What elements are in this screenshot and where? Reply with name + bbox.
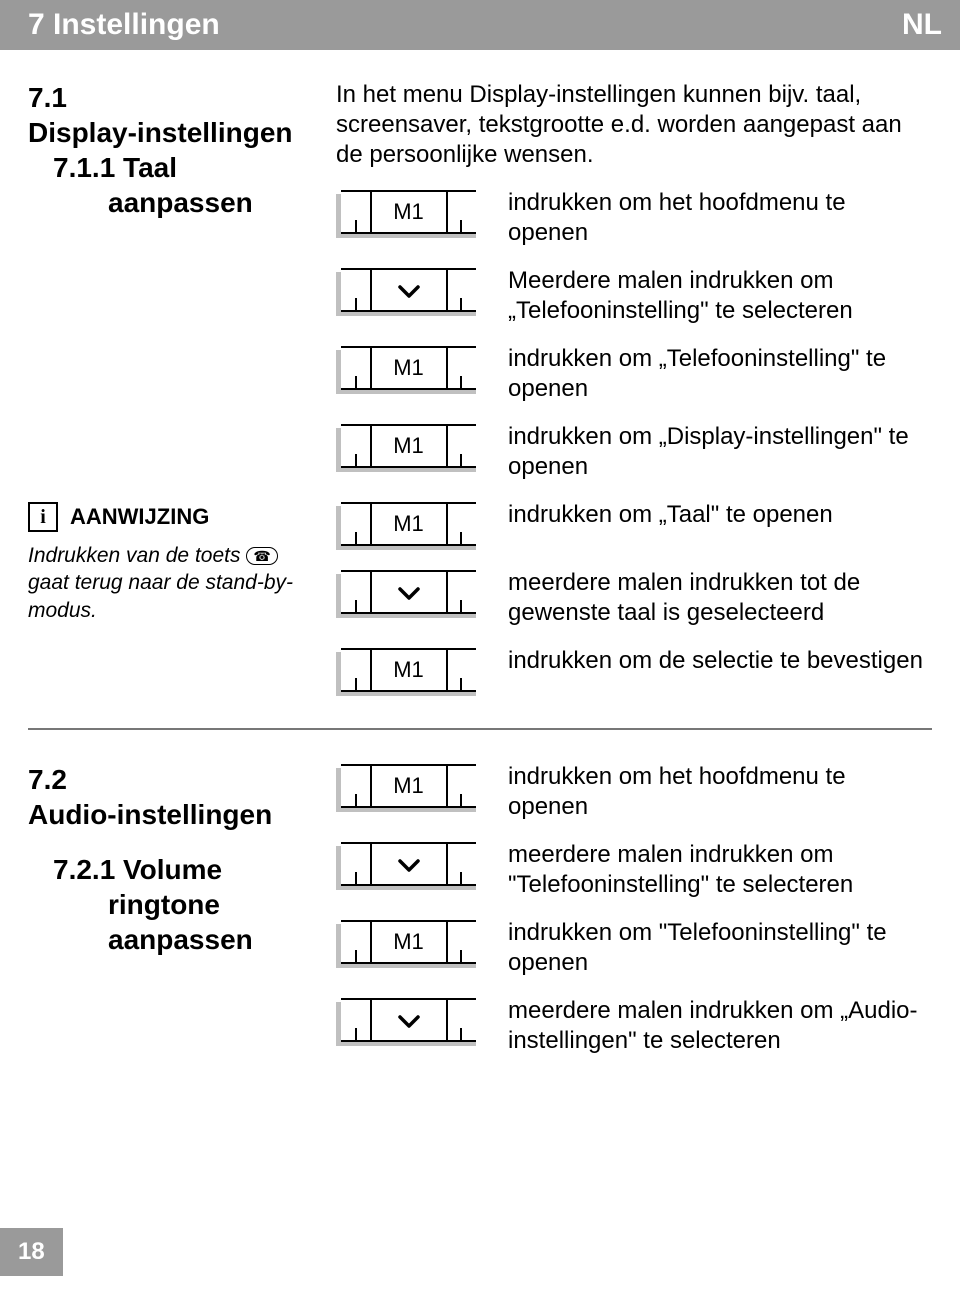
step-row: M1 indrukken om „Display-instellingen" t… bbox=[336, 422, 932, 482]
step-row: M1 indrukken om het hoofdmenu te openen bbox=[336, 188, 932, 248]
heading-7-2-title: Audio-instellingen bbox=[28, 797, 318, 832]
chevron-down-icon bbox=[398, 277, 420, 303]
section-divider bbox=[28, 728, 932, 730]
key-m1: M1 bbox=[336, 424, 476, 472]
section-7-2: 7.2 Audio-instellingen 7.2.1 Volume ring… bbox=[0, 744, 960, 1074]
key-down bbox=[336, 268, 476, 316]
heading-7-1-1-word: aanpassen bbox=[28, 185, 318, 220]
aanwijzing-label: AANWIJZING bbox=[70, 504, 209, 530]
heading-7-2-1: 7.2.1 Volume bbox=[28, 852, 318, 887]
right-column-72: M1 indrukken om het hoofdmenu te openen … bbox=[336, 762, 932, 1074]
step-row: meerdere malen indrukken om „Audio-inste… bbox=[336, 996, 932, 1056]
step-text: indrukken om „Display-instellingen" te o… bbox=[508, 422, 932, 482]
step-row: Meerdere malen indrukken om „Telefoonins… bbox=[336, 266, 932, 326]
step-text: indrukken om „Telefooninstelling" te ope… bbox=[508, 344, 932, 404]
aanwijzing-text: Indrukken van de toets ☎ gaat terug naar… bbox=[28, 542, 318, 624]
key-down bbox=[336, 570, 476, 618]
page-number: 18 bbox=[0, 1228, 63, 1276]
key-m1: M1 bbox=[336, 190, 476, 238]
step-text: meerdere malen indrukken tot de gewenste… bbox=[508, 568, 932, 628]
phone-hangup-icon: ☎ bbox=[246, 547, 277, 565]
heading-7-2-1-w1: ringtone bbox=[28, 887, 318, 922]
step-row: M1 indrukken om het hoofdmenu te openen bbox=[336, 762, 932, 822]
step-text: indrukken om het hoofdmenu te openen bbox=[508, 762, 932, 822]
key-down bbox=[336, 842, 476, 890]
step-text: indrukken om „Taal" te openen bbox=[508, 500, 932, 530]
step-text: Meerdere malen indrukken om „Telefoonins… bbox=[508, 266, 932, 326]
step-text: meerdere malen indrukken om „Audio-inste… bbox=[508, 996, 932, 1056]
heading-7-2-num: 7.2 bbox=[28, 762, 318, 797]
left-column-72: 7.2 Audio-instellingen 7.2.1 Volume ring… bbox=[28, 762, 318, 1074]
aanwijzing-block: i AANWIJZING Indrukken van de toets ☎ ga… bbox=[28, 502, 318, 624]
key-m1: M1 bbox=[336, 346, 476, 394]
key-m1: M1 bbox=[336, 764, 476, 812]
chevron-down-icon bbox=[398, 1007, 420, 1033]
heading-7-1-1: 7.1.1 Taal bbox=[28, 150, 318, 185]
language-code: NL bbox=[902, 8, 942, 42]
step-row: M1 indrukken om „Telefooninstelling" te … bbox=[336, 344, 932, 404]
step-row: M1 indrukken om „Taal" te openen bbox=[336, 500, 932, 550]
heading-7-2-1-w2: aanpassen bbox=[28, 922, 318, 957]
step-row: M1 indrukken om "Telefooninstelling" te … bbox=[336, 918, 932, 978]
info-heading: i AANWIJZING bbox=[28, 502, 318, 532]
step-text: indrukken om de selectie te bevestigen bbox=[508, 646, 932, 676]
heading-7-1-title: Display-instellingen bbox=[28, 115, 318, 150]
chevron-down-icon bbox=[398, 579, 420, 605]
key-m1: M1 bbox=[336, 648, 476, 696]
step-row: M1 indrukken om de selectie te bevestige… bbox=[336, 646, 932, 696]
step-row: meerdere malen indrukken om "Telefoonins… bbox=[336, 840, 932, 900]
info-icon: i bbox=[28, 502, 58, 532]
right-column-71: In het menu Display-instellingen kunnen … bbox=[336, 80, 932, 714]
step-text: meerdere malen indrukken om "Telefoonins… bbox=[508, 840, 932, 900]
heading-7-1-num: 7.1 bbox=[28, 80, 318, 115]
section-7-1: 7.1 Display-instellingen 7.1.1 Taal aanp… bbox=[0, 50, 960, 714]
key-m1: M1 bbox=[336, 502, 476, 550]
key-m1: M1 bbox=[336, 920, 476, 968]
step-text: indrukken om het hoofdmenu te openen bbox=[508, 188, 932, 248]
chapter-title: 7 Instellingen bbox=[28, 8, 220, 42]
chevron-down-icon bbox=[398, 851, 420, 877]
header-bar: 7 Instellingen NL bbox=[0, 0, 960, 50]
key-down bbox=[336, 998, 476, 1046]
step-row: meerdere malen indrukken tot de gewenste… bbox=[336, 568, 932, 628]
intro-text-71: In het menu Display-instellingen kunnen … bbox=[336, 80, 932, 170]
left-column-71: 7.1 Display-instellingen 7.1.1 Taal aanp… bbox=[28, 80, 318, 714]
step-text: indrukken om "Telefooninstelling" te ope… bbox=[508, 918, 932, 978]
